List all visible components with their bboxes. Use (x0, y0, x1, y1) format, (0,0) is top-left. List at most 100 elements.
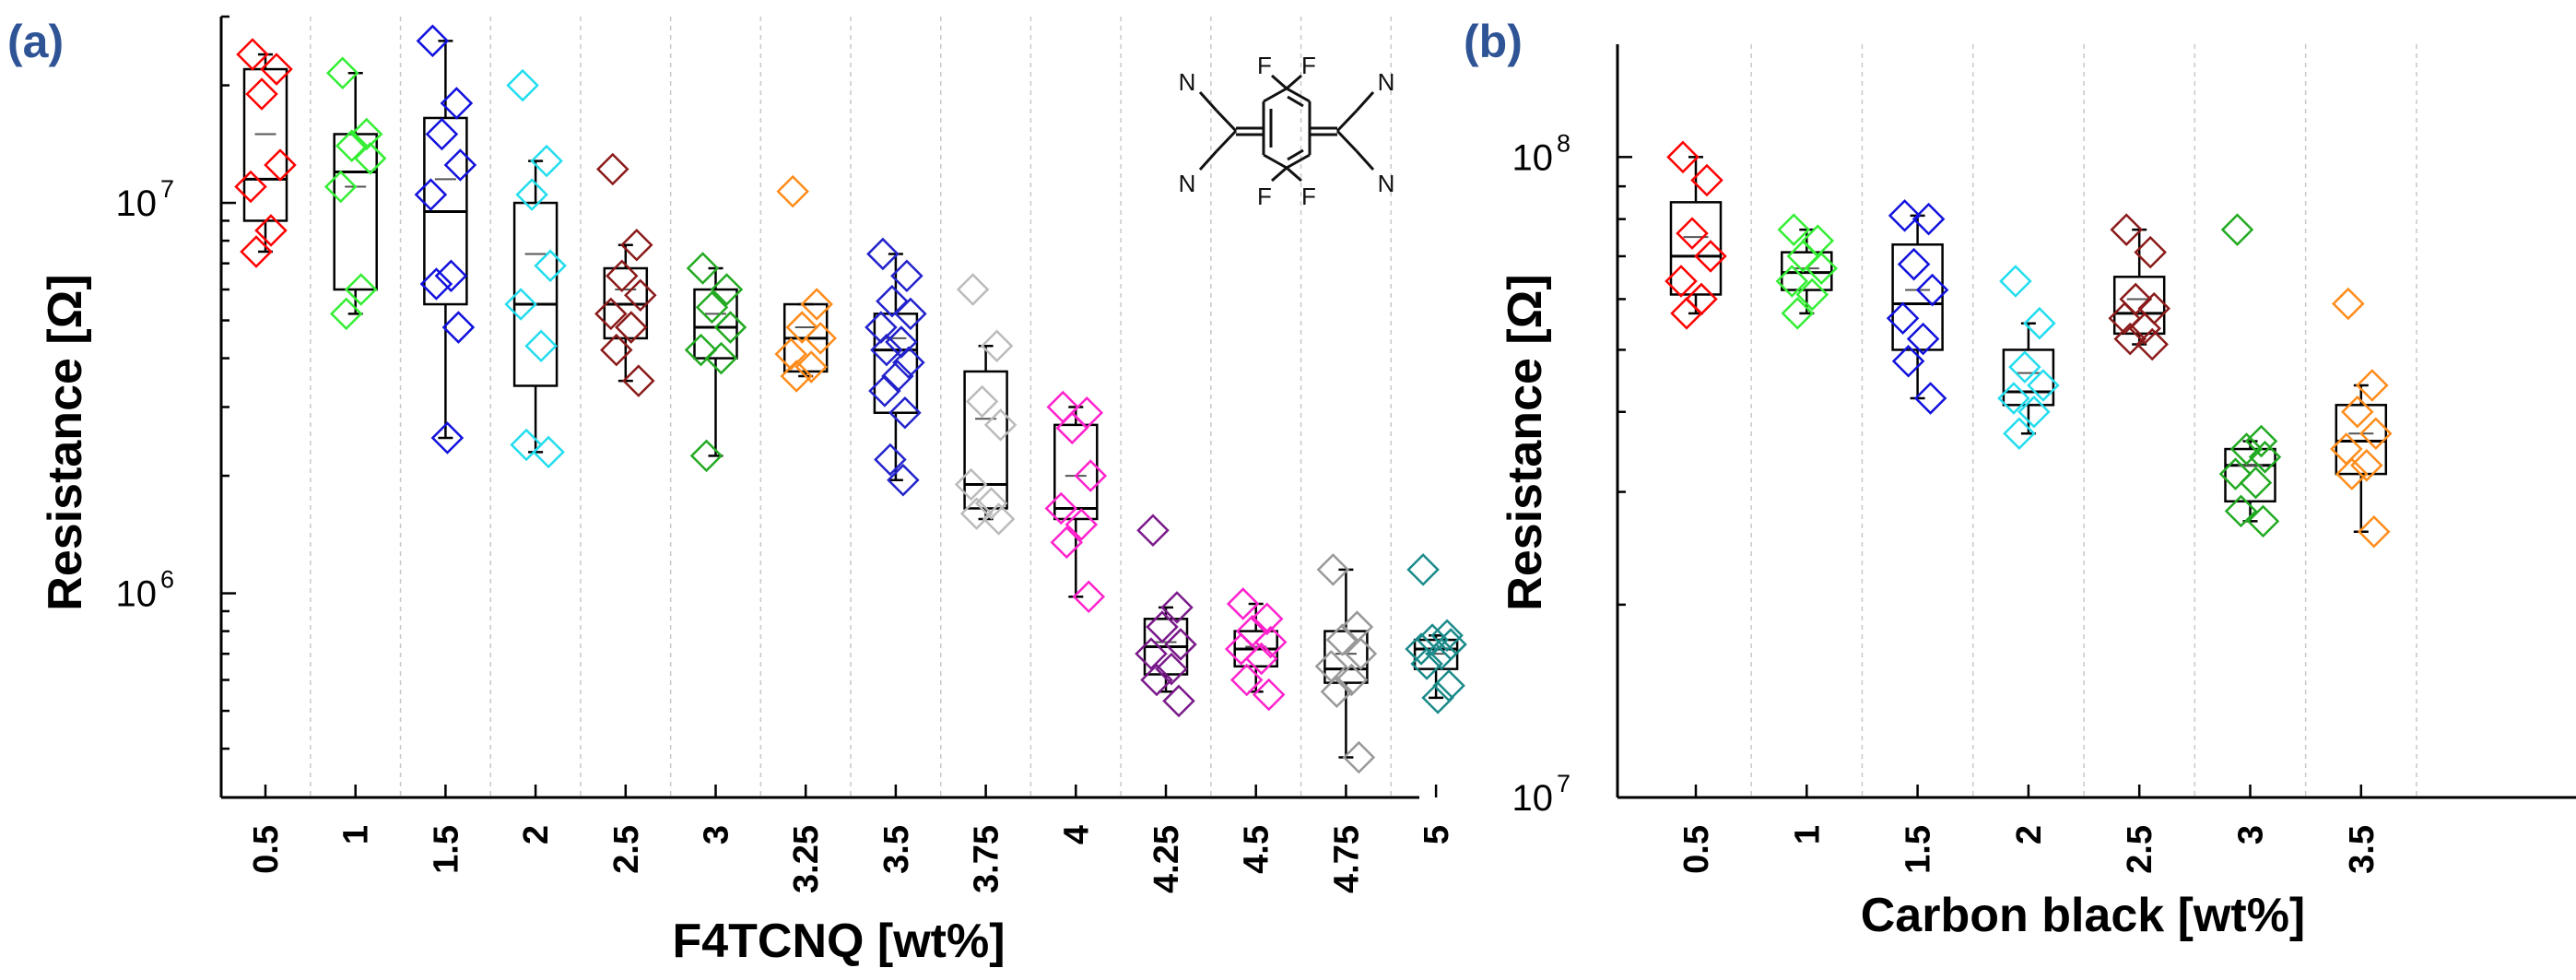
box-iqr (1781, 251, 1833, 291)
data-point (870, 333, 903, 367)
data-point (684, 333, 718, 367)
data-point (689, 439, 723, 473)
x-ticks-b: 0.5 1 1.5 2 2.5 3 3.5 (1677, 825, 2382, 874)
x-tick-label: 2.5 (607, 825, 646, 874)
box-3 (2224, 440, 2276, 523)
data-point (440, 87, 474, 120)
data-point (892, 346, 925, 380)
data-point (800, 288, 833, 321)
y-tick-exponent: 7 (160, 175, 174, 203)
x-tick-label: 2.5 (2121, 825, 2159, 874)
data-point (2359, 417, 2393, 451)
data-point (344, 273, 378, 306)
data-point (1997, 382, 2030, 415)
grid-lines-b (1750, 44, 2417, 797)
data-point (515, 178, 548, 211)
x-tick-label: 2 (2010, 825, 2049, 844)
data-point (1224, 632, 1258, 666)
atom-n-bottom-left: N (1179, 170, 1196, 197)
data-point (1775, 265, 1809, 298)
panel-label-a: (a) (7, 16, 64, 67)
x-tick-label: 4 (1057, 825, 1096, 844)
points-a (234, 24, 1467, 774)
data-point (2218, 457, 2253, 490)
data-point (254, 214, 288, 247)
data-point (1425, 637, 1458, 670)
data-point (234, 170, 267, 204)
data-point (704, 341, 738, 375)
data-point (419, 267, 453, 301)
points-b (1664, 140, 2393, 549)
data-point (1342, 740, 1376, 774)
data-point (1915, 273, 1949, 307)
data-point (624, 278, 657, 313)
data-point (2003, 417, 2036, 451)
data-point (2017, 395, 2051, 429)
data-point (2135, 327, 2169, 361)
atom-n-bottom-right: N (1378, 170, 1395, 197)
data-point (1344, 637, 1378, 670)
data-point (264, 148, 297, 182)
y-axis-label-a: Resistance [Ω] (39, 274, 92, 610)
data-point (866, 237, 900, 271)
data-point (887, 463, 920, 497)
atom-f-top-left: F (1257, 52, 1272, 79)
data-point (1690, 163, 1723, 197)
data-point (2239, 466, 2273, 500)
data-point (1897, 247, 1931, 281)
data-point (2356, 369, 2389, 402)
x-tick-label: 5 (1417, 825, 1456, 844)
atom-f-bottom-right: F (1301, 183, 1316, 210)
data-point (2134, 235, 2167, 269)
data-point (874, 443, 907, 477)
data-point (1781, 297, 1815, 330)
x-tick-label: 3.5 (2343, 825, 2382, 874)
data-point (1320, 675, 1354, 708)
box-iqr (1669, 201, 1723, 296)
data-point (1410, 647, 1443, 680)
x-tick-label: 3 (2232, 825, 2271, 844)
data-point (504, 288, 537, 321)
data-point (615, 311, 648, 344)
data-point (794, 350, 828, 384)
data-point (1252, 678, 1286, 712)
data-point (2110, 213, 2143, 246)
data-point (954, 467, 988, 502)
data-point (780, 360, 813, 393)
data-point (1250, 602, 1284, 636)
data-point (710, 273, 744, 306)
data-point (1072, 580, 1106, 614)
data-point (1777, 213, 1811, 246)
data-point (236, 38, 269, 71)
data-point (1136, 514, 1170, 547)
data-point (1666, 140, 1700, 174)
box-1 (1781, 228, 1833, 315)
data-point (2023, 306, 2056, 340)
data-point (335, 129, 369, 162)
data-point (1886, 301, 1920, 336)
box-iqr (693, 288, 738, 360)
data-point (1405, 632, 1438, 666)
x-tick-label: 4.75 (1327, 825, 1366, 893)
data-point (888, 396, 922, 430)
data-point (890, 259, 923, 293)
data-point (894, 297, 927, 331)
data-point (430, 421, 465, 455)
data-point (1050, 525, 1084, 560)
data-point (1162, 684, 1195, 718)
data-point (2229, 432, 2264, 466)
x-tick-label: 3.25 (787, 825, 826, 893)
data-point (965, 384, 999, 419)
x-tick-label: 3 (698, 825, 736, 844)
data-point (2350, 449, 2383, 482)
data-point (323, 170, 358, 204)
data-point (245, 77, 278, 111)
panel-label-b: (b) (1464, 16, 1523, 67)
x-tick-label: 0.5 (1677, 825, 1716, 874)
data-point (524, 329, 558, 363)
atom-f-top-right: F (1301, 52, 1316, 79)
f4tcnq-molecule-inset: N F F N N F F N (1179, 52, 1395, 210)
